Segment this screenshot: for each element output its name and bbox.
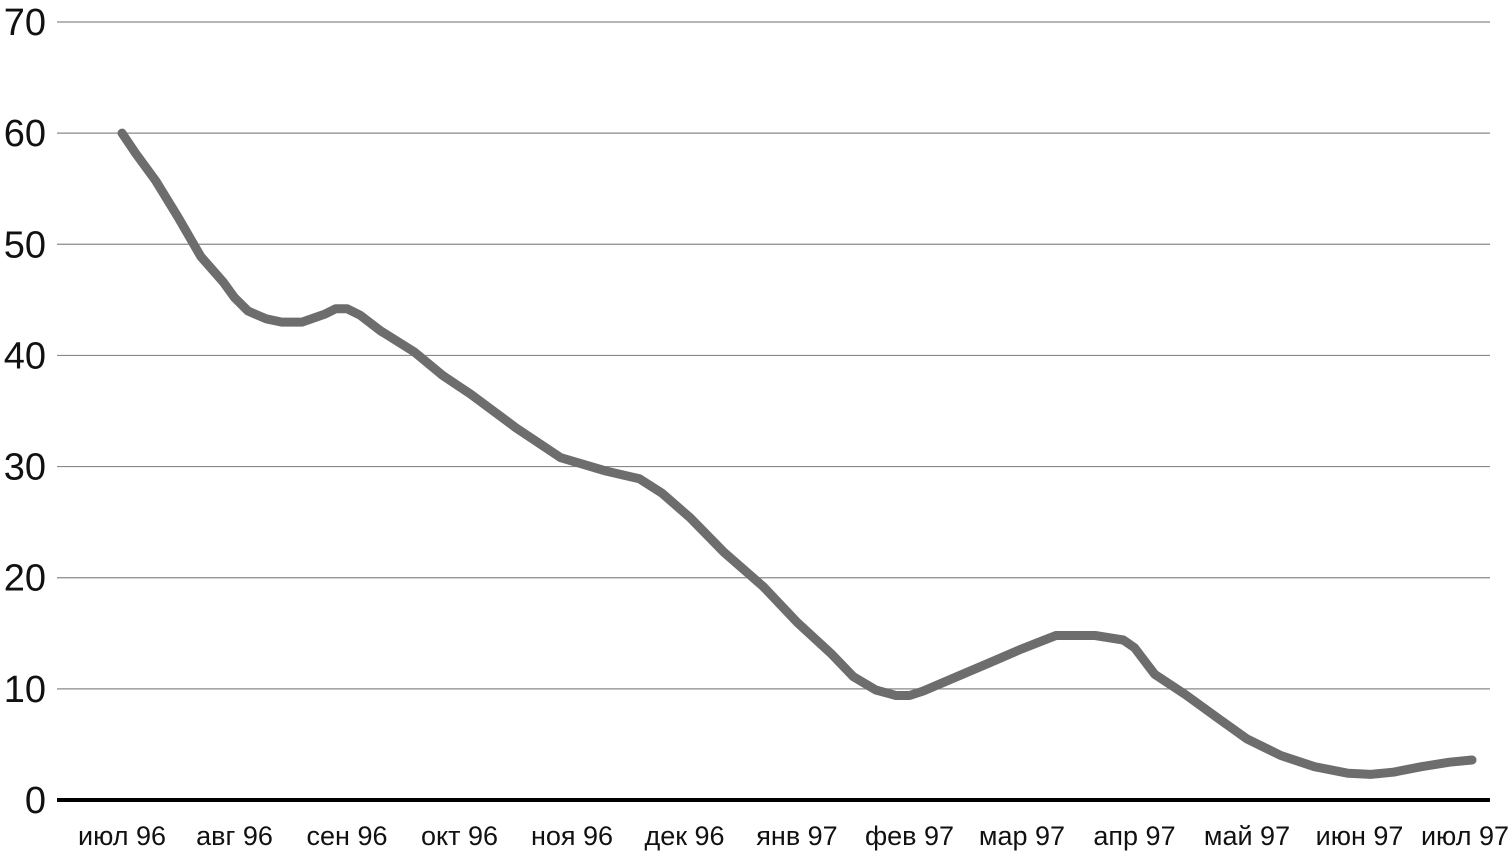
y-tick-label: 70 xyxy=(4,2,46,44)
y-axis-tick-labels: 0 10 20 30 40 50 60 70 xyxy=(4,2,46,822)
y-tick-label: 40 xyxy=(4,335,46,377)
series-layer xyxy=(117,128,1477,779)
x-tick-label: апр 97 xyxy=(1093,821,1175,851)
gridlines xyxy=(57,21,1490,690)
x-tick-label: май 97 xyxy=(1204,821,1290,851)
x-tick-label: июн 97 xyxy=(1316,821,1404,851)
x-tick-label: ноя 96 xyxy=(531,821,613,851)
x-axis-tick-labels: июл 96 авг 96 сен 96 окт 96 ноя 96 дек 96 янв … xyxy=(78,821,1509,851)
x-tick-label: сен 96 xyxy=(307,821,388,851)
y-tick-label: 20 xyxy=(4,558,46,600)
y-tick-label: 60 xyxy=(4,113,46,155)
x-tick-label: окт 96 xyxy=(421,821,498,851)
x-tick-label: июл 96 xyxy=(78,821,166,851)
x-tick-label: янв 97 xyxy=(756,821,837,851)
y-tick-label: 50 xyxy=(4,224,46,266)
x-tick-label: фев 97 xyxy=(865,821,954,851)
y-tick-label: 30 xyxy=(4,447,46,489)
x-tick-label: июл 97 xyxy=(1421,821,1509,851)
series-line-0 xyxy=(117,128,1477,779)
y-tick-label: 10 xyxy=(4,669,46,711)
x-tick-label: авг 96 xyxy=(196,821,273,851)
x-tick-label: мар 97 xyxy=(979,821,1065,851)
y-tick-label: 0 xyxy=(25,780,46,822)
x-tick-label: дек 96 xyxy=(644,821,724,851)
